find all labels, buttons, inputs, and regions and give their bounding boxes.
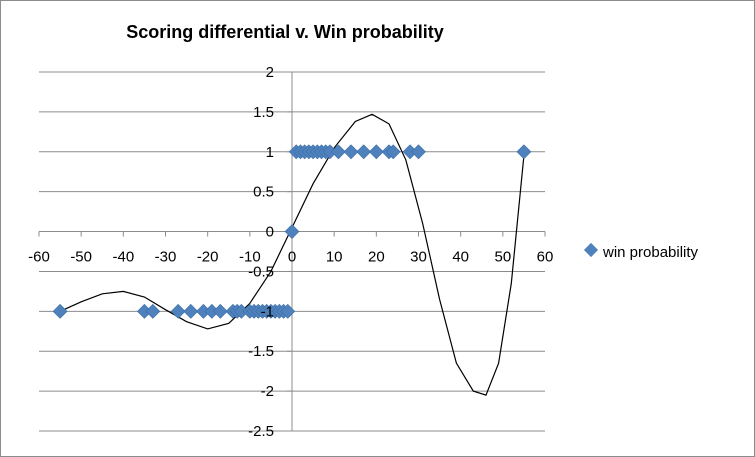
data-point-3 xyxy=(170,303,186,319)
x-tick-label-3: -30 xyxy=(155,249,177,266)
chart-title: Scoring differential v. Win probability xyxy=(126,22,444,42)
x-tick-label-9: 30 xyxy=(410,249,427,266)
data-point-20 xyxy=(280,303,296,319)
y-tick-label-4: 0 xyxy=(266,224,274,241)
x-tick-label-12: 60 xyxy=(537,249,554,266)
data-point-39 xyxy=(516,144,532,160)
x-tick-label-6: 0 xyxy=(288,249,296,266)
data-points xyxy=(52,144,532,319)
x-tick-label-11: 50 xyxy=(494,249,511,266)
x-tick-label-4: -20 xyxy=(197,249,219,266)
data-point-36 xyxy=(385,144,401,160)
y-tick-label-7: -1.5 xyxy=(248,343,274,360)
data-point-4 xyxy=(183,303,199,319)
legend: win probability xyxy=(583,242,699,261)
y-tick-label-8: -2 xyxy=(261,383,274,400)
data-point-33 xyxy=(356,144,372,160)
y-tick-label-6: -1 xyxy=(261,303,274,320)
data-point-34 xyxy=(368,144,384,160)
x-tick-label-0: -60 xyxy=(28,249,50,266)
trendline xyxy=(59,113,525,396)
y-tick-label-1: 1.5 xyxy=(253,104,274,121)
x-tick-label-10: 40 xyxy=(452,249,469,266)
y-tick-label-9: -2.5 xyxy=(248,423,274,440)
data-point-38 xyxy=(411,144,426,160)
data-point-7 xyxy=(212,303,228,319)
legend-marker-win-probability xyxy=(583,242,599,258)
trendline-path xyxy=(59,113,525,396)
y-tick-label-2: 1 xyxy=(266,144,274,161)
data-point-2 xyxy=(145,303,161,319)
y-tick-label-5: -0.5 xyxy=(248,263,274,280)
data-point-21 xyxy=(284,224,300,239)
data-point-31 xyxy=(330,144,346,160)
x-tick-label-5: -10 xyxy=(239,249,261,266)
x-tick-label-1: -50 xyxy=(70,249,92,266)
y-tick-label-3: 0.5 xyxy=(253,184,274,201)
x-tick-label-2: -40 xyxy=(112,249,134,266)
data-point-32 xyxy=(343,144,359,160)
data-point-0 xyxy=(52,303,68,319)
x-tick-label-8: 20 xyxy=(368,249,385,266)
tick-labels: -60 -50 -40 -30 -20 -10 0 10 20 30 40 50 60 2 1.5 1 0.5 0… xyxy=(28,64,553,440)
x-tick-label-7: 10 xyxy=(326,249,343,266)
y-tick-label-0: 2 xyxy=(266,64,274,81)
legend-label-win-probability: win probability xyxy=(602,244,699,261)
